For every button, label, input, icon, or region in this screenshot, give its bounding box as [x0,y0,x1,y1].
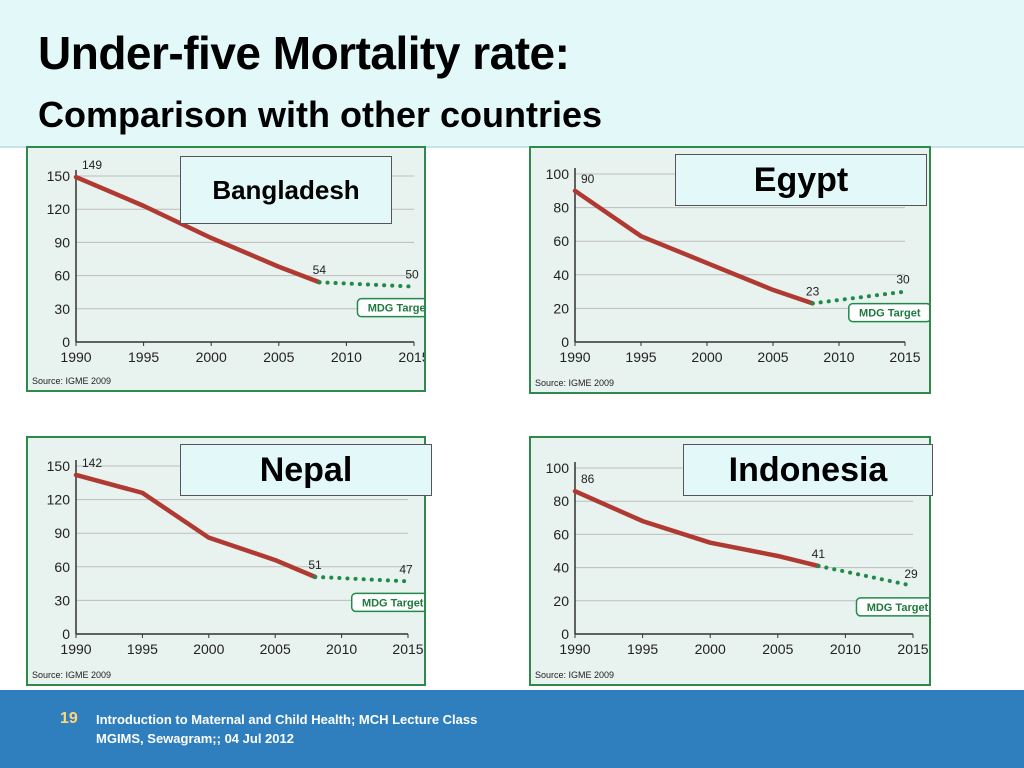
data-label: 90 [581,172,595,186]
footer-line-1: Introduction to Maternal and Child Healt… [96,712,478,727]
y-tick-label: 60 [54,268,70,284]
y-tick-label: 120 [47,201,71,217]
x-tick-label: 1995 [128,349,159,365]
mdg-target-badge [350,592,424,613]
country-label-bangladesh: Bangladesh [180,156,392,224]
y-tick-label: 30 [54,301,70,317]
x-tick-label: 2010 [830,641,861,657]
mdg-target-badge [855,597,929,617]
data-label: 54 [313,263,327,277]
series-line-target [816,563,915,588]
x-tick-label: 2015 [897,641,928,657]
series-line-target [317,280,416,289]
x-tick-label: 2010 [326,641,357,657]
y-tick-label: 100 [546,166,570,182]
chart-panel-egypt: 0 20 40 60 80 100 1990 1995 2000 2005 2010 2015 90 23… [529,146,931,394]
x-tick-label: 2015 [398,349,424,365]
series-line-actual [572,488,821,569]
y-tick-label: 40 [553,267,569,283]
x-tick-label: 1990 [559,641,590,657]
y-tick-label: 0 [62,626,70,642]
y-tick-label: 60 [54,559,70,575]
x-tick-label: 2005 [757,349,788,365]
y-tick-label: 0 [561,334,569,350]
y-tick-label: 30 [54,592,70,608]
data-label: 86 [581,472,595,486]
y-tick-label: 60 [553,526,569,542]
country-label-nepal: Nepal [180,444,432,496]
x-tick-label: 2005 [263,349,294,365]
series-line-target [810,289,907,306]
mdg-target-badge [848,302,929,323]
y-tick-label: 100 [546,460,570,476]
footer-bar: 19 Introduction to Maternal and Child He… [0,690,1024,768]
y-tick-label: 90 [54,525,70,541]
data-label: 51 [308,558,322,572]
data-label: 149 [82,158,102,172]
y-tick-label: 150 [47,168,71,184]
x-tick-label: 2000 [196,349,227,365]
country-label-egypt: Egypt [675,154,927,206]
data-label: 142 [82,456,102,470]
data-label: 23 [806,284,820,298]
series-line-actual [73,472,318,580]
series-line-actual [572,188,815,306]
slide-subtitle: Comparison with other countries [38,94,603,135]
source-note: Source: IGME 2009 [32,670,111,680]
source-note: Source: IGME 2009 [535,378,614,388]
mdg-target-badge [356,297,424,318]
data-label: 30 [896,273,910,287]
chart-panel-bangladesh: 0 30 60 90 120 150 1990 1995 2000 2005 2010 2015 149… [26,146,426,392]
x-tick-label: 2010 [823,349,854,365]
data-label: 50 [405,268,419,282]
y-tick-label: 0 [62,334,70,350]
x-tick-label: 1995 [627,641,658,657]
data-label: 47 [399,562,413,576]
chart-panel-indonesia: 0 20 40 60 80 100 1990 1995 2000 2005 2010 2015 86 41… [529,436,933,686]
mdg-target-label: MDG Target [362,597,424,609]
x-tick-label: 1995 [625,349,656,365]
data-label: 41 [812,547,826,561]
y-tick-label: 150 [47,458,71,474]
y-tick-label: 80 [553,200,569,216]
y-tick-label: 40 [553,560,569,576]
footer-text: Introduction to Maternal and Child Healt… [96,710,477,748]
source-note: Source: IGME 2009 [535,670,614,680]
x-tick-label: 2000 [193,641,224,657]
x-tick-label: 2000 [691,349,722,365]
series-line-target [313,574,410,584]
x-tick-label: 2015 [392,641,423,657]
y-tick-label: 0 [561,626,569,642]
y-tick-label: 90 [54,234,70,250]
country-label-indonesia: Indonesia [683,444,933,496]
y-tick-label: 20 [553,300,569,316]
page-number: 19 [60,710,78,727]
series-line-actual [73,174,322,285]
slide-title: Under-five Mortality rate: [38,27,570,79]
mdg-target-label: MDG Target [368,303,424,315]
y-tick-label: 80 [553,493,569,509]
x-tick-label: 1990 [60,349,91,365]
x-tick-label: 2010 [331,349,362,365]
x-tick-label: 1990 [60,641,91,657]
x-tick-label: 2000 [695,641,726,657]
footer-line-2: MGIMS, Sewagram;; 04 Jul 2012 [96,731,294,746]
data-label: 29 [904,567,918,581]
y-tick-label: 60 [553,233,569,249]
mdg-target-label: MDG Target [859,308,921,320]
x-tick-label: 1995 [127,641,158,657]
chart-panel-nepal: 0 30 60 90 120 150 1990 1995 2000 2005 2010 2015 142… [26,436,432,686]
y-tick-label: 20 [553,593,569,609]
source-note: Source: IGME 2009 [32,376,111,386]
x-tick-label: 2005 [260,641,291,657]
x-tick-label: 2015 [889,349,920,365]
x-tick-label: 1990 [559,349,590,365]
y-tick-label: 120 [47,492,71,508]
mdg-target-label: MDG Target [867,602,929,614]
title-band: Under-five Mortality rate: Comparison wi… [0,0,1024,148]
x-tick-label: 2005 [762,641,793,657]
